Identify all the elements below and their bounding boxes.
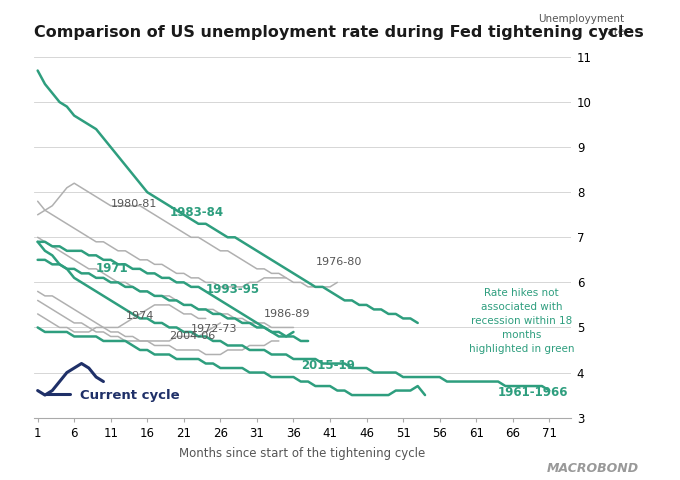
Text: Comparison of US unemployment rate during Fed tightening cycles: Comparison of US unemployment rate durin…: [34, 25, 644, 40]
Text: 1986-89: 1986-89: [265, 309, 311, 319]
Legend: Current cycle: Current cycle: [41, 384, 185, 408]
Text: 1971: 1971: [96, 263, 129, 276]
Text: 1980-81: 1980-81: [111, 199, 157, 208]
Text: 2015-19: 2015-19: [301, 359, 355, 372]
Text: 1983-84: 1983-84: [169, 206, 223, 219]
Text: 1976-80: 1976-80: [316, 257, 362, 267]
Text: 1972-73: 1972-73: [191, 324, 237, 334]
Text: 1961-1966: 1961-1966: [498, 386, 568, 399]
Text: 2004-06: 2004-06: [169, 331, 216, 341]
X-axis label: Months since start of the tightening cycle: Months since start of the tightening cyc…: [180, 447, 426, 460]
Text: Rate hikes not
associated with
recession within 18
months
highlighted in green: Rate hikes not associated with recession…: [469, 288, 575, 354]
Text: MACROBOND: MACROBOND: [547, 462, 639, 475]
Text: 1974: 1974: [125, 311, 154, 321]
Text: Unemployyment
rate: Unemployyment rate: [538, 14, 624, 37]
Text: 1993-95: 1993-95: [206, 283, 260, 296]
